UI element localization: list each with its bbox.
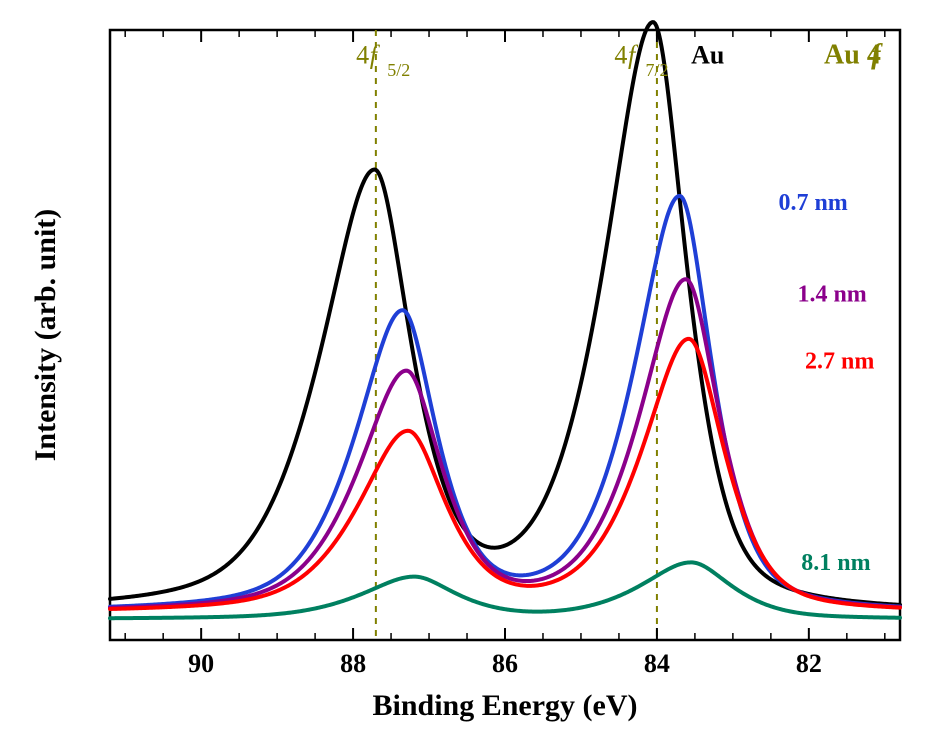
svg-text:1.4 nm: 1.4 nm xyxy=(797,281,866,307)
svg-text:Binding Energy (eV): Binding Energy (eV) xyxy=(372,689,637,722)
chart-svg: 82 84 86 88 90 Binding Energy (eV) Intensity (… xyxy=(0,0,945,740)
svg-text:7/2: 7/2 xyxy=(646,60,669,80)
svg-text:Intensity (arb. unit): Intensity (arb. unit) xyxy=(29,209,62,462)
svg-text:Au: Au xyxy=(691,41,724,70)
svg-text:84: 84 xyxy=(644,649,670,678)
xps-chart: 82 84 86 88 90 Binding Energy (eV) Intensity (… xyxy=(0,0,945,740)
svg-text:90: 90 xyxy=(188,649,214,678)
svg-text:2.7 nm: 2.7 nm xyxy=(805,349,874,375)
svg-text:86: 86 xyxy=(492,649,518,678)
svg-text:88: 88 xyxy=(340,649,366,678)
svg-text:4: 4 xyxy=(356,41,369,70)
svg-text:4: 4 xyxy=(614,41,627,70)
svg-text:82: 82 xyxy=(796,649,822,678)
svg-text:5/2: 5/2 xyxy=(387,60,410,80)
svg-text:0.7 nm: 0.7 nm xyxy=(778,190,847,216)
svg-text:8.1 nm: 8.1 nm xyxy=(801,550,870,576)
